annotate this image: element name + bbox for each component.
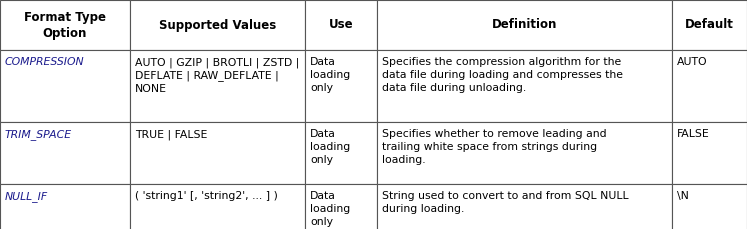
Text: Definition: Definition bbox=[492, 19, 557, 32]
Text: COMPRESSION: COMPRESSION bbox=[5, 57, 84, 67]
Bar bbox=[130, 122, 305, 184]
Bar bbox=[377, 0, 672, 50]
Text: TRUE | FALSE: TRUE | FALSE bbox=[135, 129, 208, 139]
Bar bbox=[377, 122, 672, 184]
Text: String used to convert to and from SQL NULL
during loading.: String used to convert to and from SQL N… bbox=[382, 191, 629, 214]
Bar bbox=[0, 0, 130, 50]
Bar bbox=[0, 122, 130, 184]
Bar bbox=[130, 50, 305, 122]
Text: Data
loading
only: Data loading only bbox=[310, 129, 350, 165]
Bar bbox=[377, 50, 672, 122]
Text: Format Type
Option: Format Type Option bbox=[24, 11, 106, 39]
Text: Default: Default bbox=[685, 19, 734, 32]
Text: Specifies the compression algorithm for the
data file during loading and compres: Specifies the compression algorithm for … bbox=[382, 57, 623, 93]
Bar bbox=[305, 184, 377, 229]
Bar bbox=[377, 184, 672, 229]
Text: AUTO | GZIP | BROTLI | ZSTD |
DEFLATE | RAW_DEFLATE |
NONE: AUTO | GZIP | BROTLI | ZSTD | DEFLATE | … bbox=[135, 57, 300, 94]
Text: ( 'string1' [, 'string2', ... ] ): ( 'string1' [, 'string2', ... ] ) bbox=[135, 191, 278, 201]
Bar bbox=[305, 0, 377, 50]
Text: Data
loading
only: Data loading only bbox=[310, 57, 350, 93]
Text: Supported Values: Supported Values bbox=[159, 19, 276, 32]
Bar bbox=[672, 122, 747, 184]
Text: FALSE: FALSE bbox=[677, 129, 710, 139]
Text: AUTO: AUTO bbox=[677, 57, 707, 67]
Text: \N: \N bbox=[677, 191, 689, 201]
Bar bbox=[130, 0, 305, 50]
Text: Specifies whether to remove leading and
trailing white space from strings during: Specifies whether to remove leading and … bbox=[382, 129, 607, 165]
Bar bbox=[672, 184, 747, 229]
Bar bbox=[0, 50, 130, 122]
Bar bbox=[672, 0, 747, 50]
Text: Use: Use bbox=[329, 19, 353, 32]
Text: Data
loading
only: Data loading only bbox=[310, 191, 350, 227]
Bar bbox=[672, 50, 747, 122]
Bar bbox=[305, 50, 377, 122]
Bar bbox=[305, 122, 377, 184]
Bar bbox=[0, 184, 130, 229]
Bar bbox=[130, 184, 305, 229]
Text: NULL_IF: NULL_IF bbox=[5, 191, 48, 202]
Text: TRIM_SPACE: TRIM_SPACE bbox=[5, 129, 72, 140]
